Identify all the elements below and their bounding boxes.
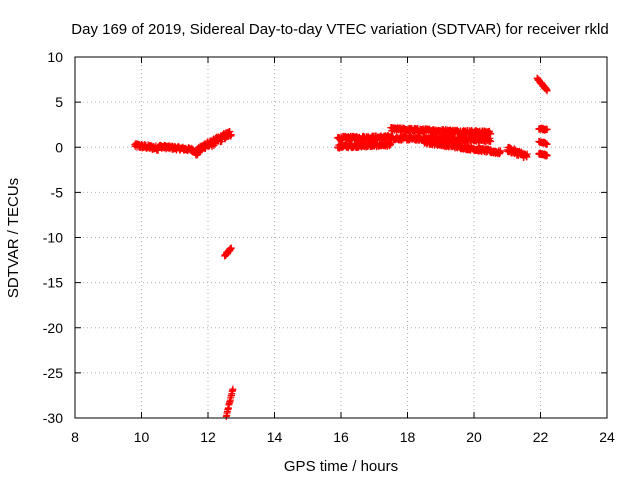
y-tick-label: 10	[47, 49, 63, 65]
data-point	[523, 150, 531, 158]
data-point	[487, 138, 495, 146]
x-tick-label: 18	[400, 429, 416, 445]
axis-ticks: 8 10 12 14 16 18 20 22 24 10 5 0 -5 -10 -15 -20 -25 -30	[43, 49, 615, 445]
y-tick-label: -10	[43, 230, 63, 246]
data-point	[543, 140, 551, 148]
y-tick-label: 0	[55, 139, 63, 155]
x-tick-label: 24	[599, 429, 615, 445]
data-point	[229, 385, 237, 393]
y-tick-label: -25	[43, 365, 63, 381]
grid-layer	[75, 57, 607, 418]
data-point	[543, 87, 551, 95]
x-tick-label: 8	[71, 429, 79, 445]
x-tick-label: 20	[466, 429, 482, 445]
chart-title: Day 169 of 2019, Sidereal Day-to-day VTE…	[71, 21, 608, 38]
x-tick-label: 22	[533, 429, 549, 445]
y-tick-label: -5	[51, 184, 64, 200]
data-point	[487, 130, 495, 138]
data-point	[543, 126, 551, 134]
y-tick-label: -30	[43, 410, 63, 426]
y-axis-label: SDTVAR / TECUs	[5, 178, 22, 298]
x-tick-label: 16	[333, 429, 349, 445]
data-point	[227, 131, 235, 139]
x-axis-label: GPS time / hours	[284, 458, 398, 475]
y-tick-label: -15	[43, 275, 63, 291]
x-tick-label: 12	[200, 429, 216, 445]
data-point	[497, 147, 505, 155]
x-tick-label: 10	[134, 429, 150, 445]
y-tick-label: 5	[55, 94, 63, 110]
y-tick-label: -20	[43, 320, 63, 336]
x-tick-label: 14	[267, 429, 283, 445]
data-points	[131, 74, 551, 421]
data-point	[227, 244, 235, 252]
data-point	[543, 152, 551, 160]
